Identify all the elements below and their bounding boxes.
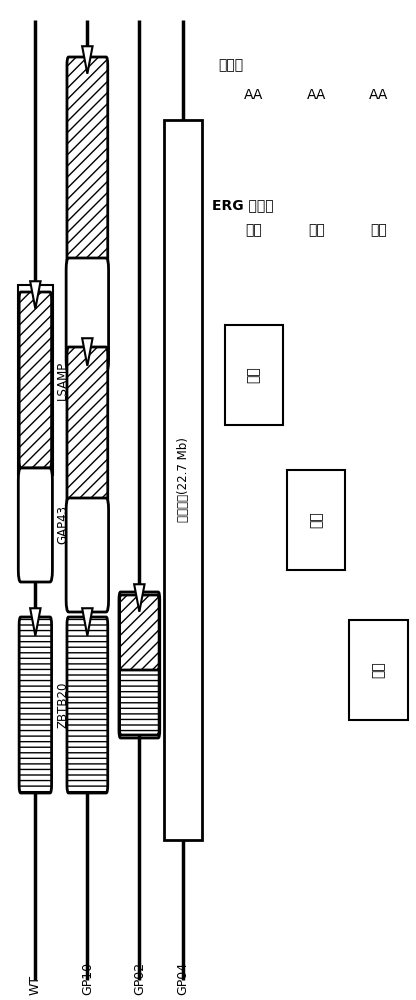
FancyBboxPatch shape [19,292,52,468]
Text: ERG 类型：: ERG 类型： [212,198,274,212]
FancyBboxPatch shape [67,57,108,273]
Bar [287,470,345,570]
Text: ZBTB20: ZBTB20 [56,682,69,728]
FancyBboxPatch shape [66,258,109,372]
Polygon shape [30,281,41,309]
Text: WT: WT [29,975,42,995]
Polygon shape [30,608,41,636]
FancyBboxPatch shape [18,468,52,582]
Polygon shape [82,338,93,366]
Text: 大的缺失(22.7 Mb): 大的缺失(22.7 Mb) [176,438,190,522]
Text: AA: AA [369,88,388,102]
Text: 转移: 转移 [247,367,261,383]
Text: 转移: 转移 [309,512,323,528]
Text: GP04: GP04 [176,962,190,995]
Text: LSAMP: LSAMP [56,360,69,400]
FancyBboxPatch shape [120,660,159,735]
Text: 阴性: 阴性 [370,223,387,237]
Polygon shape [82,46,93,74]
Bar [349,620,408,720]
Text: 复发: 复发 [371,662,386,678]
Text: 阴性: 阴性 [245,223,262,237]
Text: AA: AA [244,88,263,102]
Bar [17,285,53,475]
Polygon shape [134,584,145,612]
FancyBboxPatch shape [19,617,52,793]
Text: AA: AA [307,88,326,102]
Polygon shape [82,608,93,636]
Text: GAP43: GAP43 [56,506,69,544]
FancyBboxPatch shape [120,595,159,670]
Text: 结果：: 结果： [225,338,250,352]
FancyBboxPatch shape [67,347,108,523]
FancyBboxPatch shape [67,617,108,793]
Text: GP02: GP02 [133,962,146,995]
Text: 阴性: 阴性 [308,223,324,237]
Bar [164,120,202,840]
Text: GP10: GP10 [81,962,94,995]
Text: 人种：: 人种： [218,58,243,72]
FancyBboxPatch shape [66,498,109,612]
Bar [225,325,283,425]
